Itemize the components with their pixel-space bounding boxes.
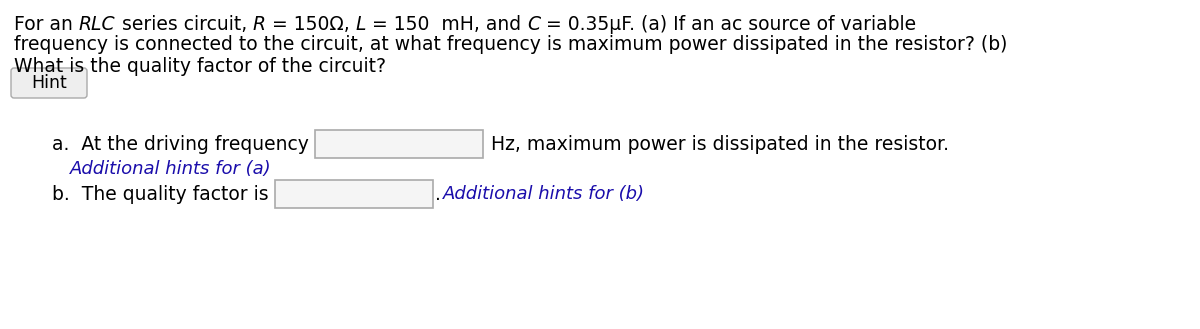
Text: C: C xyxy=(527,14,540,34)
Text: = 150Ω,: = 150Ω, xyxy=(265,14,355,34)
Text: Hz, maximum power is dissipated in the resistor.: Hz, maximum power is dissipated in the r… xyxy=(491,135,949,154)
Text: a.  At the driving frequency: a. At the driving frequency xyxy=(52,135,308,154)
Text: .: . xyxy=(434,185,440,204)
Text: For an: For an xyxy=(14,14,79,34)
FancyBboxPatch shape xyxy=(11,68,88,98)
FancyBboxPatch shape xyxy=(314,130,482,158)
Text: What is the quality factor of the circuit?: What is the quality factor of the circui… xyxy=(14,57,386,75)
Text: L: L xyxy=(355,14,366,34)
Text: R: R xyxy=(253,14,265,34)
Text: Additional hints for (b): Additional hints for (b) xyxy=(443,185,644,203)
Text: RLC: RLC xyxy=(79,14,115,34)
Text: Hint: Hint xyxy=(31,74,67,92)
Text: = 0.35μF. (a) If an ac source of variable: = 0.35μF. (a) If an ac source of variabl… xyxy=(540,14,917,34)
Text: b.  The quality factor is: b. The quality factor is xyxy=(52,185,269,204)
Text: frequency is connected to the circuit, at what frequency is maximum power dissip: frequency is connected to the circuit, a… xyxy=(14,36,1007,55)
Text: = 150  mH, and: = 150 mH, and xyxy=(366,14,527,34)
Text: Additional hints for (a): Additional hints for (a) xyxy=(70,160,271,178)
FancyBboxPatch shape xyxy=(275,180,433,208)
Text: series circuit,: series circuit, xyxy=(115,14,253,34)
